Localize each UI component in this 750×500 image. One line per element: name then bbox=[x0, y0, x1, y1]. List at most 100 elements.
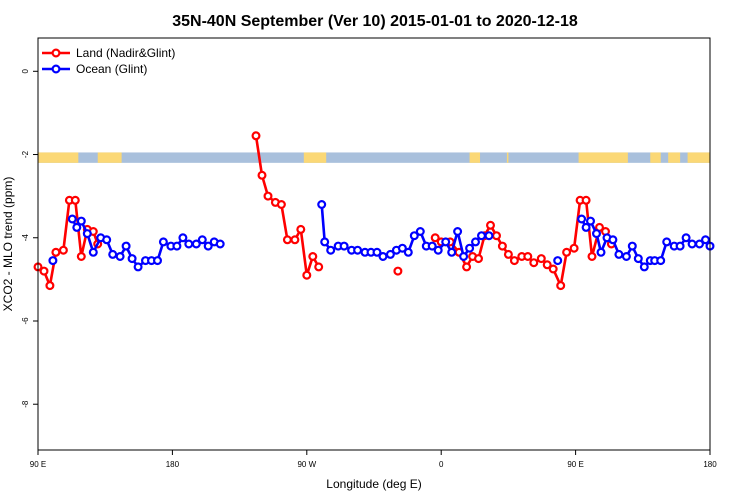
ocean-point bbox=[403, 247, 413, 257]
land-point bbox=[282, 235, 292, 245]
legend-label: Ocean (Glint) bbox=[76, 62, 147, 76]
land-point bbox=[486, 220, 496, 230]
land-point bbox=[492, 231, 502, 241]
ocean-point bbox=[317, 200, 327, 210]
ocean-point bbox=[88, 247, 98, 257]
ocean-point bbox=[596, 247, 606, 257]
land-point bbox=[393, 266, 403, 276]
land-point bbox=[562, 247, 572, 257]
ocean-point bbox=[172, 241, 182, 251]
ocean-point bbox=[102, 235, 112, 245]
plot-frame bbox=[37, 37, 711, 451]
land-point bbox=[536, 254, 546, 264]
land-point bbox=[314, 262, 324, 272]
ocean-point bbox=[158, 237, 168, 247]
legend-item-ocean: Ocean (Glint) bbox=[42, 62, 147, 76]
chart-title: 35N-40N September (Ver 10) 2015-01-01 to… bbox=[172, 13, 578, 30]
x-tick-label: 90 W bbox=[297, 460, 316, 469]
ocean-point bbox=[385, 249, 395, 259]
ocean-point bbox=[577, 214, 587, 224]
ocean-point bbox=[694, 239, 704, 249]
land-point bbox=[497, 241, 507, 251]
ocean-point bbox=[184, 239, 194, 249]
x-tick-label: 180 bbox=[703, 460, 717, 469]
ocean-point bbox=[614, 249, 624, 259]
ocean-point bbox=[339, 241, 349, 251]
ocean-point bbox=[197, 235, 207, 245]
ocean-point bbox=[459, 252, 469, 262]
land-point bbox=[308, 252, 318, 262]
ocean-point bbox=[656, 256, 666, 266]
land-point bbox=[257, 170, 267, 180]
land-point bbox=[70, 195, 80, 205]
ocean-point bbox=[681, 233, 691, 243]
land-point bbox=[263, 191, 273, 201]
land-band-segment bbox=[506, 152, 509, 163]
ocean-point bbox=[72, 222, 82, 232]
ocean-point bbox=[553, 256, 563, 266]
ocean-point bbox=[215, 239, 225, 249]
ocean-point bbox=[453, 227, 463, 237]
ocean-point bbox=[178, 233, 188, 243]
ocean-point bbox=[153, 256, 163, 266]
ocean-point bbox=[397, 243, 407, 253]
land-point bbox=[276, 200, 286, 210]
land-ocean-band bbox=[38, 152, 710, 163]
ocean-point bbox=[82, 229, 92, 239]
land-band-segment bbox=[650, 152, 661, 163]
land-point bbox=[39, 266, 49, 276]
land-point bbox=[529, 258, 539, 268]
land-point bbox=[51, 247, 61, 257]
land-band-segment bbox=[303, 152, 327, 163]
ocean-band bbox=[38, 152, 710, 163]
y-axis-label: XCO2 - MLO trend (ppm) bbox=[1, 177, 15, 312]
ocean-point bbox=[662, 237, 672, 247]
x-axis: 90 E 180 90 W 0 90 E 180 bbox=[30, 450, 717, 469]
ocean-point bbox=[427, 241, 437, 251]
ocean-point bbox=[621, 252, 631, 262]
land-point bbox=[76, 252, 86, 262]
ocean-point bbox=[203, 241, 213, 251]
ocean-point bbox=[447, 247, 457, 257]
ocean-point bbox=[639, 262, 649, 272]
y-tick-label: -4 bbox=[21, 234, 30, 242]
land-point bbox=[251, 131, 261, 141]
ocean-point bbox=[67, 214, 77, 224]
y-tick-label: -8 bbox=[21, 400, 30, 408]
land-band-segment bbox=[578, 152, 628, 163]
ocean-point bbox=[700, 235, 710, 245]
ocean-point bbox=[108, 249, 118, 259]
land-band-segment bbox=[668, 152, 681, 163]
land-band-segment bbox=[97, 152, 122, 163]
land-point bbox=[569, 243, 579, 253]
ocean-point bbox=[441, 237, 451, 247]
x-tick-label: 0 bbox=[439, 460, 444, 469]
ocean-point bbox=[48, 256, 58, 266]
land-point bbox=[503, 249, 513, 259]
ocean-point bbox=[121, 241, 131, 251]
ocean-point bbox=[415, 227, 425, 237]
ocean-point bbox=[484, 231, 494, 241]
ocean-point bbox=[633, 254, 643, 264]
y-axis: 0 -2 -4 -6 -8 bbox=[21, 69, 38, 408]
ocean-point bbox=[581, 222, 591, 232]
ocean-point bbox=[326, 245, 336, 255]
ocean-point bbox=[471, 237, 481, 247]
land-band-segment bbox=[687, 152, 710, 163]
x-axis-label: Longitude (deg E) bbox=[326, 477, 421, 491]
ocean-point bbox=[115, 252, 125, 262]
ocean-point bbox=[320, 237, 330, 247]
land-point bbox=[523, 252, 533, 262]
land-point bbox=[290, 235, 300, 245]
x-tick-label: 90 E bbox=[567, 460, 583, 469]
legend-marker bbox=[51, 48, 61, 58]
ocean-point bbox=[591, 229, 601, 239]
ocean-point bbox=[477, 231, 487, 241]
ocean-point bbox=[372, 247, 382, 257]
ocean-point bbox=[353, 245, 363, 255]
ocean-point bbox=[608, 235, 618, 245]
ocean-point bbox=[687, 239, 697, 249]
x-tick-label: 90 E bbox=[30, 460, 46, 469]
legend: Land (Nadir&Glint) Ocean (Glint) bbox=[42, 46, 175, 76]
